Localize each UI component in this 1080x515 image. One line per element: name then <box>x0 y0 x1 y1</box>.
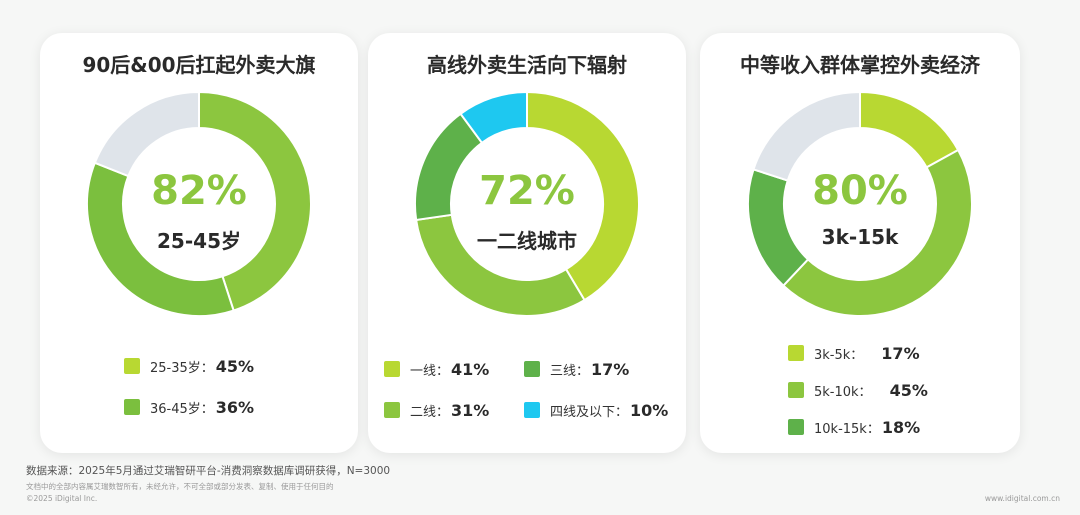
legend-item-25-35: 25-35岁： 45% <box>124 355 254 377</box>
donut-slice-0 <box>526 91 640 302</box>
legend-label: 10k-15k： <box>814 421 880 437</box>
legend-item-10k-15k: 10k-15k： 18% <box>788 416 920 438</box>
chart-title: 高线外卖生活向下辐射 <box>427 53 627 77</box>
legend-label: 三线： <box>550 363 590 379</box>
legend-value: 45% <box>889 380 928 400</box>
center-percentage: 72% <box>479 168 575 214</box>
income-chart-card: 中等收入群体掌控外卖经济 80% 3k-15k 3k-5k： 17% 5k-10… <box>700 33 1020 453</box>
center-label: 25-45岁 <box>157 229 241 253</box>
legend-label: 3k-5k： <box>814 347 864 363</box>
legend-item-36-45: 36-45岁： 36% <box>124 396 254 418</box>
legend-swatch <box>524 402 540 418</box>
legend-label: 二线： <box>410 404 450 420</box>
legend-label: 5k-10k： <box>814 384 872 400</box>
legend-label: 一线： <box>410 363 450 379</box>
center-percentage: 82% <box>151 168 247 214</box>
income-donut-chart <box>747 91 973 317</box>
donut-slice-3 <box>459 91 528 145</box>
center-label: 3k-15k <box>821 225 899 249</box>
donut-slice-3 <box>752 91 861 182</box>
legend-label: 36-45岁： <box>150 401 214 417</box>
legend-value: 41% <box>451 359 490 379</box>
legend-value: 18% <box>881 417 921 437</box>
age-donut-chart <box>86 91 312 317</box>
donut-slice-2 <box>93 91 200 178</box>
legend-swatch <box>124 399 140 415</box>
legend-item-3k-5k: 3k-5k： 17% <box>788 342 920 364</box>
legend-item-tier2: 二线： 31% <box>384 399 489 421</box>
donut-slice-0 <box>859 91 960 169</box>
city-tier-donut-chart <box>414 91 640 317</box>
donut-slice-1 <box>781 148 973 317</box>
copyright-notice: 文档中的全部内容属艾瑞数智所有，未经允许，不可全部或部分发表、复制、使用于任何目… <box>26 482 334 491</box>
legend-item-tier3: 三线： 17% <box>524 358 629 380</box>
legend-value: 45% <box>215 356 255 376</box>
center-label: 一二线城市 <box>477 229 577 253</box>
legend-swatch <box>124 358 140 374</box>
legend-item-5k-10k: 5k-10k： 45% <box>788 379 928 401</box>
legend-swatch <box>384 402 400 418</box>
legend-value: 17% <box>881 343 920 363</box>
legend-swatch <box>524 361 540 377</box>
data-source-note: 数据来源：2025年5月通过艾瑞智研平台-消费洞察数据库调研获得，N=3000 <box>26 465 391 477</box>
legend-swatch <box>788 345 804 361</box>
center-percentage: 80% <box>812 168 908 214</box>
legend-item-tier1: 一线： 41% <box>384 358 489 380</box>
legend-value: 31% <box>451 400 490 420</box>
city-tier-chart-card: 高线外卖生活向下辐射 72% 一二线城市 一线： 41% 二线： 31% 三线：… <box>368 33 686 453</box>
legend-value: 36% <box>215 397 255 417</box>
copyright-line: ©2025 iDigital Inc. <box>26 494 98 503</box>
legend-swatch <box>384 361 400 377</box>
donut-slice-0 <box>198 91 312 312</box>
legend-swatch <box>788 382 804 398</box>
legend-swatch <box>788 419 804 435</box>
chart-title: 中等收入群体掌控外卖经济 <box>740 53 980 77</box>
legend-label: 四线及以下： <box>550 404 629 420</box>
legend-label: 25-35岁： <box>150 360 214 376</box>
chart-title: 90后&00后扛起外卖大旗 <box>82 53 316 77</box>
website-url: www.idigital.com.cn <box>984 494 1060 503</box>
legend-value: 10% <box>630 400 669 420</box>
age-chart-card: 90后&00后扛起外卖大旗 82% 25-45岁 25-35岁： 45% 36-… <box>40 33 358 453</box>
legend-value: 17% <box>591 359 630 379</box>
donut-slice-1 <box>86 161 235 317</box>
legend-item-tier4-below: 四线及以下： 10% <box>524 399 668 421</box>
